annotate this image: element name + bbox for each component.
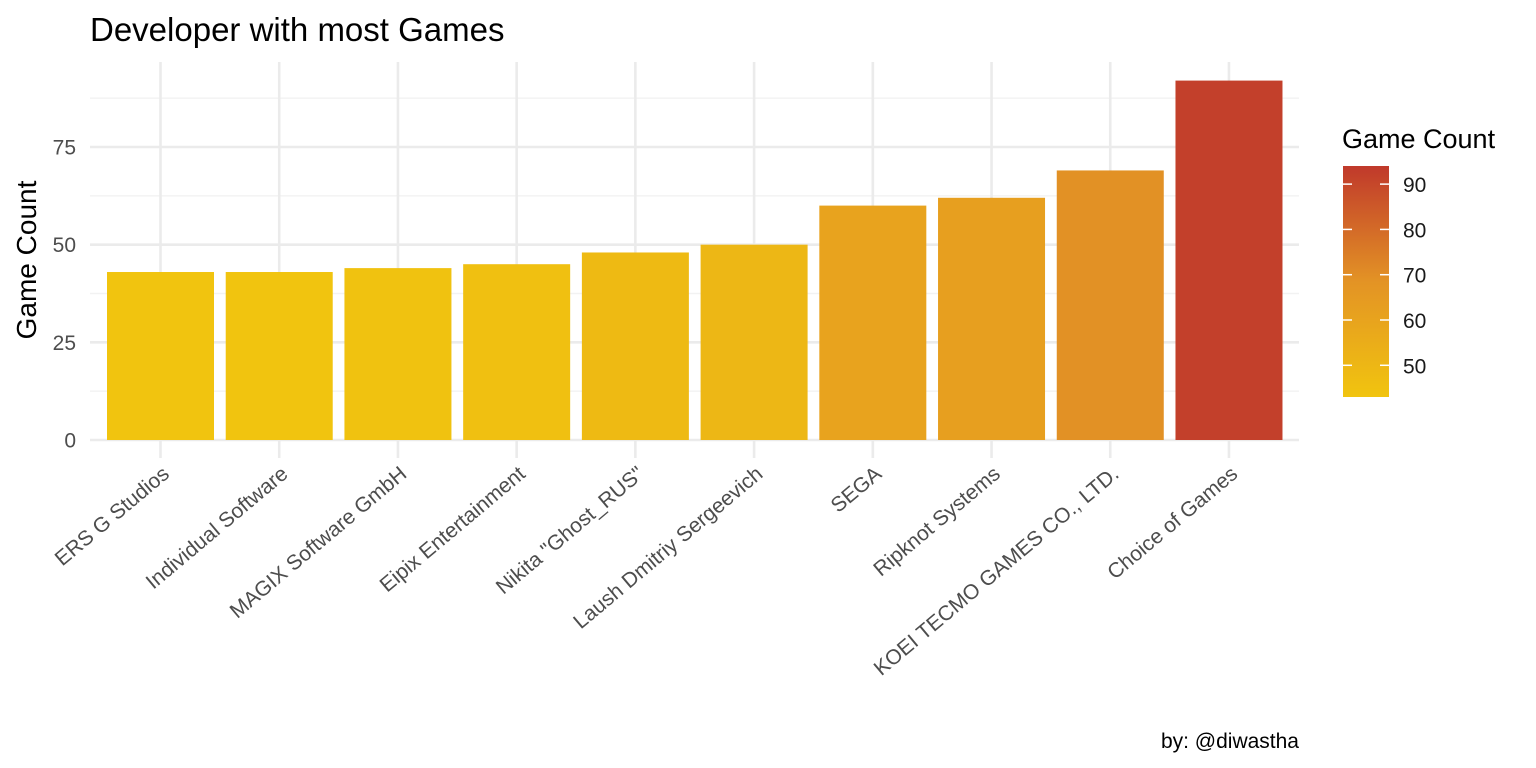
legend: Game Count 50 60 70 80 90 [1342,124,1496,397]
x-tick-label: Ripknot Systems [869,462,1004,581]
bars [107,80,1283,440]
y-axis-ticks: 0 25 50 75 [53,137,76,453]
bar [1175,80,1283,440]
y-axis-title: Game Count [11,180,42,339]
bar [225,272,333,440]
x-tick-label: ERS G Studios [51,462,174,570]
chart-caption: by: @diwastha [1161,730,1299,753]
y-tick-label: 25 [53,332,76,355]
legend-label: 70 [1403,265,1426,288]
x-tick-label: KOEI TECMO GAMES CO., LTD. [870,462,1124,680]
bar [581,252,689,440]
x-tick-label: Laush Dmitriy Sergeevich [569,462,767,633]
bar [463,264,571,440]
legend-label: 60 [1403,310,1426,333]
y-tick-label: 0 [64,430,76,453]
legend-title: Game Count [1342,124,1496,154]
x-tick-label: SEGA [827,462,886,517]
bar [700,244,808,440]
bar [819,205,927,440]
bar [938,197,1046,440]
bar [344,268,452,440]
legend-ticks: 50 60 70 80 90 [1343,174,1426,378]
chart-title: Developer with most Games [90,11,504,48]
bar [1056,170,1164,440]
y-tick-label: 75 [53,137,76,160]
x-tick-label: Choice of Games [1103,462,1242,584]
legend-label: 90 [1403,174,1426,197]
y-tick-label: 50 [53,234,76,257]
legend-label: 50 [1403,355,1426,378]
bar [107,272,214,440]
legend-label: 80 [1403,219,1426,242]
legend-colorbar [1343,166,1389,397]
